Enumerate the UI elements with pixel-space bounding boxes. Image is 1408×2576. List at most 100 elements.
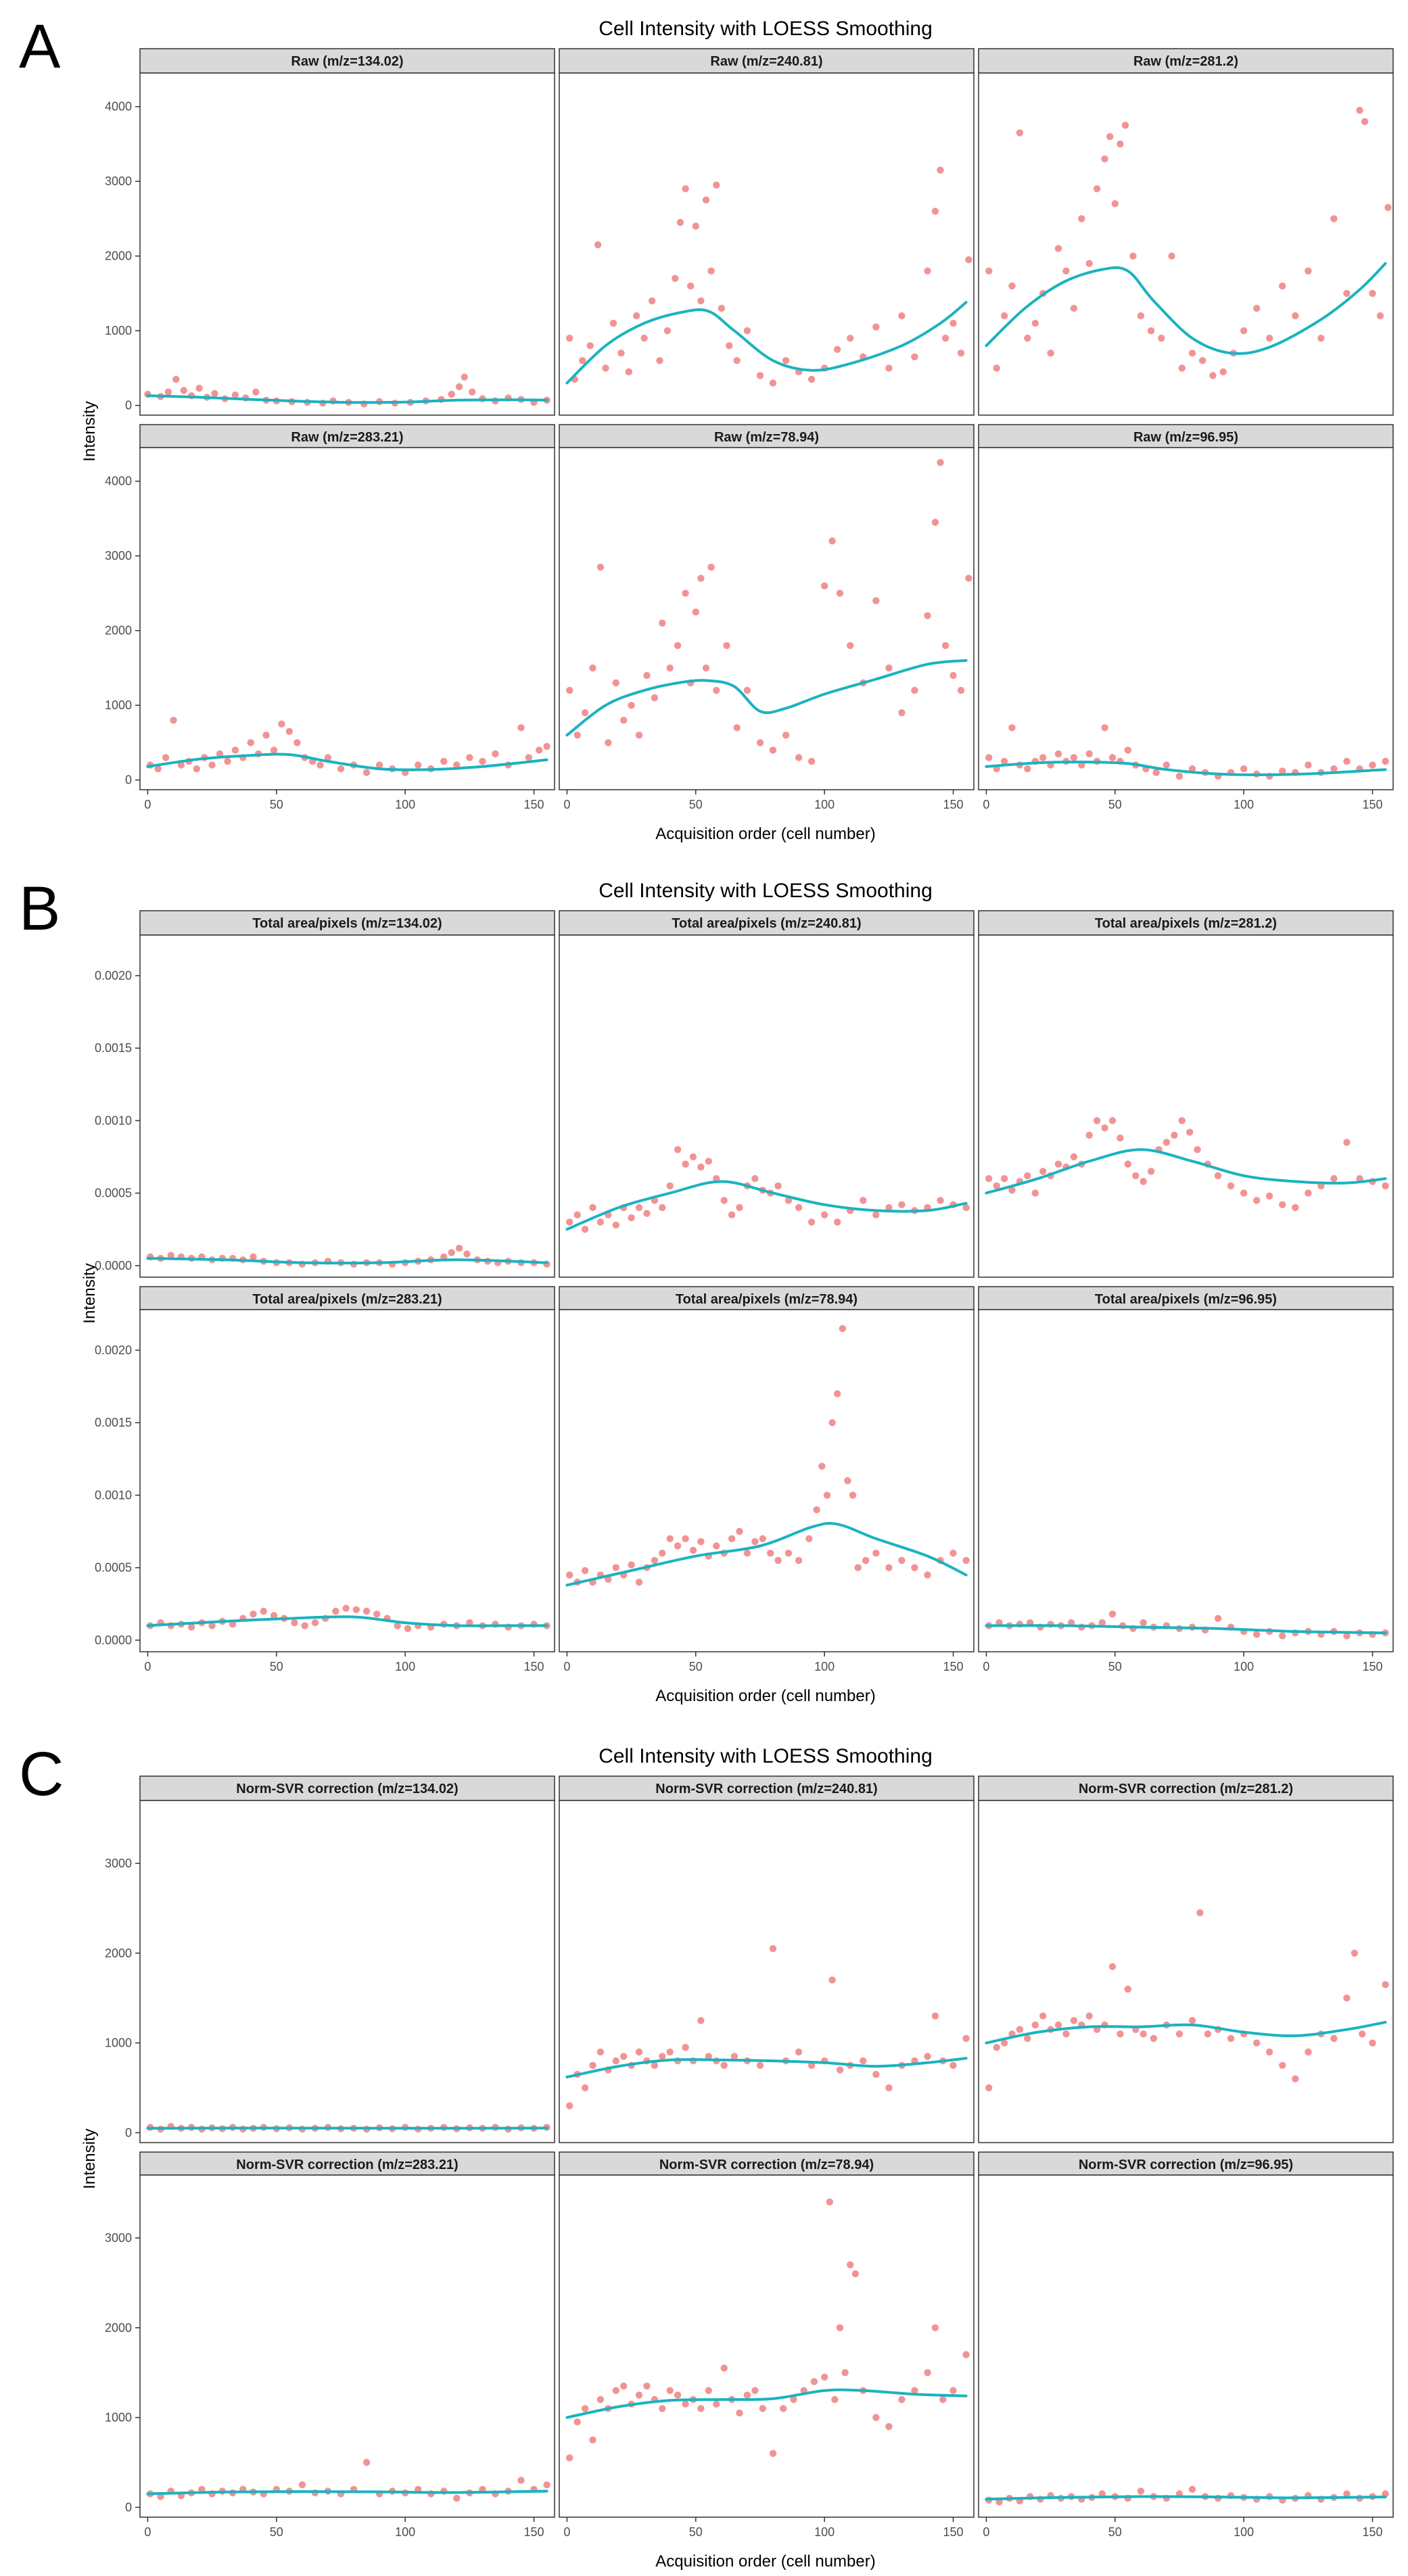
data-point	[589, 664, 596, 672]
facet-strip	[139, 910, 555, 936]
data-point	[224, 757, 231, 765]
y-tick-label: 0.0005	[95, 1187, 132, 1200]
data-point	[836, 2066, 844, 2074]
data-point	[720, 2364, 728, 2372]
x-tick-label: 0	[983, 1660, 989, 1673]
data-point	[466, 754, 473, 761]
data-point	[962, 2034, 970, 2043]
data-point	[651, 2061, 659, 2069]
data-point	[666, 1182, 674, 1190]
data-point	[596, 2048, 605, 2056]
data-point	[697, 1537, 705, 1546]
data-point	[872, 2414, 880, 2421]
facet-plot-area	[978, 1309, 1394, 1652]
facet-plot-area	[139, 72, 555, 416]
data-point	[1152, 769, 1160, 776]
y-tick-label: 1000	[105, 698, 132, 712]
data-point	[1031, 319, 1039, 327]
y-tick-label: 0	[125, 2126, 132, 2139]
data-point	[1054, 750, 1062, 758]
data-point	[769, 379, 777, 387]
x-axis-label: Acquisition order (cell number)	[655, 2552, 875, 2571]
data-point	[769, 2450, 777, 2457]
data-point	[1343, 1632, 1351, 1640]
data-point	[834, 1218, 841, 1226]
data-point	[594, 241, 602, 249]
data-point	[625, 368, 632, 376]
data-point	[1000, 2039, 1008, 2047]
data-point	[1140, 1619, 1147, 1627]
data-point	[666, 2048, 674, 2056]
data-point	[620, 2053, 628, 2060]
data-point	[1158, 335, 1165, 342]
data-point	[1117, 140, 1124, 148]
data-point	[316, 761, 324, 769]
data-point	[941, 335, 949, 342]
facet-strip-label: Norm-SVR correction (m/z=78.94)	[659, 2157, 874, 2172]
y-tick-label: 4000	[105, 475, 132, 488]
data-point	[566, 1571, 573, 1579]
data-point	[1117, 2030, 1124, 2038]
data-point	[985, 267, 993, 275]
data-point	[463, 1250, 471, 1258]
data-point	[659, 2405, 666, 2412]
data-point	[1227, 2034, 1235, 2043]
data-point	[1078, 215, 1085, 222]
data-point	[682, 1160, 689, 1168]
data-point	[195, 385, 203, 392]
data-point	[640, 335, 648, 342]
data-point	[1085, 260, 1093, 267]
data-point	[605, 739, 612, 746]
data-point	[543, 2481, 550, 2489]
data-point	[1147, 327, 1155, 335]
data-point	[1253, 1631, 1261, 1638]
data-point	[860, 2057, 867, 2065]
x-tick-label: 100	[395, 798, 415, 811]
data-point	[455, 383, 463, 391]
data-point	[250, 1611, 257, 1618]
data-point	[448, 1249, 455, 1256]
data-point	[957, 686, 965, 694]
data-point	[643, 1210, 651, 1217]
data-point	[751, 1175, 759, 1183]
facet: Norm-SVR correction (m/z=281.2)	[978, 1775, 1394, 2143]
data-point	[860, 1197, 867, 1204]
data-point	[962, 1556, 970, 1565]
data-point	[931, 519, 939, 526]
x-tick-label: 50	[689, 1660, 703, 1673]
data-point	[352, 1606, 360, 1613]
data-point	[813, 1506, 820, 1514]
data-point	[674, 642, 682, 649]
data-point	[702, 664, 710, 672]
data-point	[525, 754, 533, 761]
facet-strip	[978, 48, 1394, 74]
data-point	[666, 1535, 674, 1542]
data-point	[596, 563, 605, 571]
data-point	[1188, 350, 1196, 357]
data-point	[596, 2395, 605, 2404]
data-point	[659, 1550, 666, 1557]
data-point	[1194, 1146, 1201, 1153]
data-point	[517, 724, 525, 732]
panel-c: C Cell Intensity with LOESS Smoothing Inte…	[19, 1740, 1394, 2571]
facet-strip-label: Total area/pixels (m/z=281.2)	[1095, 916, 1277, 931]
data-point	[780, 2405, 787, 2412]
data-point	[993, 364, 1000, 372]
data-point	[1266, 2048, 1273, 2056]
data-point	[1163, 761, 1171, 769]
data-point	[1137, 312, 1145, 320]
data-point	[885, 664, 893, 672]
data-point	[342, 1604, 350, 1612]
data-point	[720, 2061, 728, 2069]
data-point	[885, 2084, 893, 2092]
data-point	[415, 761, 422, 769]
data-point	[301, 1622, 308, 1629]
data-point	[1369, 289, 1376, 297]
data-point	[1175, 2030, 1183, 2038]
facet-strip	[139, 424, 555, 448]
data-point	[1219, 368, 1227, 376]
data-point	[440, 757, 448, 765]
loess-smooth-line	[146, 1615, 548, 1627]
data-point	[1070, 304, 1078, 312]
data-point	[898, 312, 906, 320]
